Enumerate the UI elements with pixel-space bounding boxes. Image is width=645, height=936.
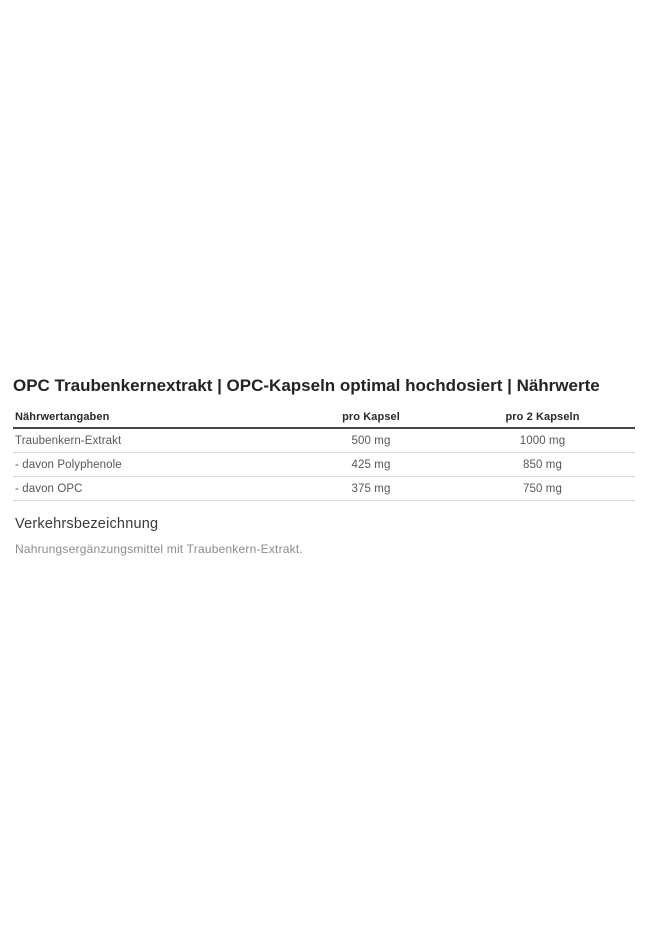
description-text: Nahrungsergänzungsmittel mit Traubenkern… xyxy=(15,542,303,556)
section-heading-verkehrsbezeichnung: Verkehrsbezeichnung xyxy=(15,516,159,532)
column-header-pro-kapsel: pro Kapsel xyxy=(292,411,450,429)
content-block: OPC Traubenkernextrakt | OPC-Kapseln opt… xyxy=(13,377,635,556)
table-row: - davon Polyphenole 425 mg 850 mg xyxy=(13,452,635,477)
row-label-davon-opc: - davon OPC xyxy=(13,476,292,501)
row-value-per-2-capsules: 850 mg xyxy=(450,452,635,477)
row-value-per-capsule: 425 mg xyxy=(292,452,450,477)
column-header-pro-2-kapseln: pro 2 Kapseln xyxy=(450,411,635,429)
table-row: - davon OPC 375 mg 750 mg xyxy=(13,476,635,501)
row-value-per-capsule: 375 mg xyxy=(292,476,450,501)
row-value-per-2-capsules: 750 mg xyxy=(450,476,635,501)
row-value-per-2-capsules: 1000 mg xyxy=(450,428,635,453)
row-label-davon-polyphenole: - davon Polyphenole xyxy=(13,452,292,477)
table-header-row: Nährwertangaben pro Kapsel pro 2 Kapseln xyxy=(13,411,635,429)
column-header-naehrwertangaben: Nährwertangaben xyxy=(13,411,292,429)
table-row: Traubenkern-Extrakt 500 mg 1000 mg xyxy=(13,428,635,453)
row-value-per-capsule: 500 mg xyxy=(292,428,450,453)
row-label-traubenkern-extrakt: Traubenkern-Extrakt xyxy=(13,428,292,453)
page-title: OPC Traubenkernextrakt | OPC-Kapseln opt… xyxy=(13,376,600,395)
nutrition-table: Nährwertangaben pro Kapsel pro 2 Kapseln… xyxy=(13,411,635,501)
